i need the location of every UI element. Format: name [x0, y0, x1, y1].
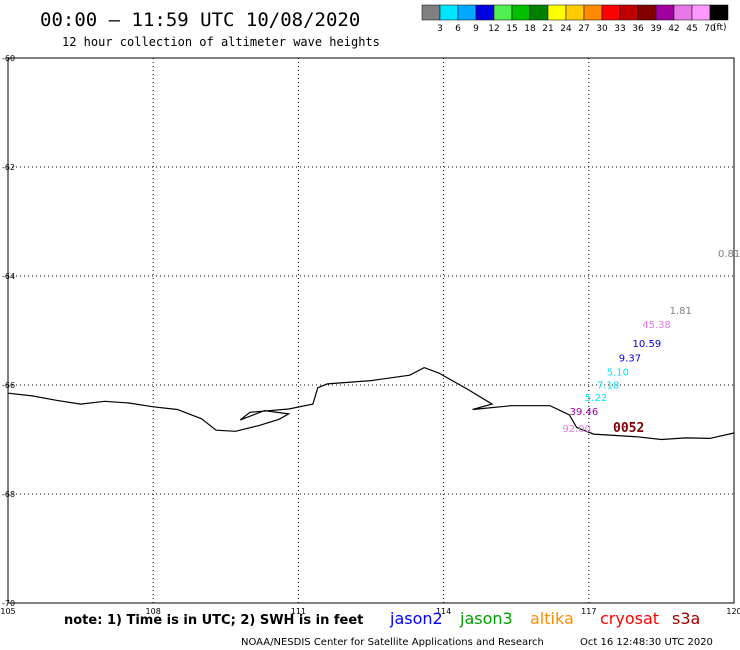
x-tick-label: 120 — [726, 607, 740, 616]
legend-item-jason3: jason3 — [459, 609, 513, 628]
colorbar-swatch — [565, 4, 585, 21]
colorbar: 3 6 9 12 15 18 21 24 27 30 33 36 39 42 45 70 — [421, 4, 729, 34]
swh-value-label: 5.10 — [607, 368, 629, 379]
colorbar-swatch — [511, 4, 531, 21]
track-label: 0052 — [613, 421, 644, 436]
colorbar-swatch — [583, 4, 603, 21]
gridlines — [8, 58, 734, 603]
y-tick-label: -64 — [2, 272, 15, 281]
colorbar-label: 18 — [524, 24, 536, 34]
colorbar-swatch — [601, 4, 621, 21]
colorbar-swatch — [421, 4, 441, 21]
colorbar-swatch — [709, 4, 729, 21]
chart-title: 00:00 – 11:59 UTC 10/08/2020 — [40, 9, 360, 31]
colorbar-swatch — [439, 4, 459, 21]
x-tick-label: 105 — [0, 607, 15, 616]
x-tick-labels: 105 108 111 114 117 120 — [0, 607, 740, 616]
colorbar-swatch — [673, 4, 693, 21]
y-tick-label: -66 — [2, 381, 15, 390]
colorbar-label: 30 — [596, 24, 608, 34]
legend-item-altika: altika — [530, 609, 574, 628]
colorbar-label: 9 — [473, 24, 479, 34]
colorbar-label: 39 — [650, 24, 662, 34]
colorbar-swatch — [547, 4, 567, 21]
colorbar-swatch — [655, 4, 675, 21]
chart-subtitle: 12 hour collection of altimeter wave hei… — [62, 35, 380, 49]
plot-frame — [7, 57, 735, 604]
x-tick-label: 108 — [146, 607, 161, 616]
y-tick-label: -70 — [2, 599, 15, 608]
legend-item-s3a: s3a — [672, 609, 700, 628]
colorbar-label: 33 — [614, 24, 625, 34]
coastline — [7, 366, 735, 441]
colorbar-label: 21 — [542, 24, 553, 34]
colorbar-swatch — [637, 4, 657, 21]
colorbar-swatch — [619, 4, 639, 21]
legend-item-cryosat: cryosat — [600, 609, 659, 628]
colorbar-swatch — [457, 4, 477, 21]
swh-value-label: 39.46 — [570, 407, 599, 418]
footer-credit: NOAA/NESDIS Center for Satellite Applica… — [241, 637, 544, 648]
colorbar-label: 6 — [455, 24, 461, 34]
legend-item-jason2: jason2 — [389, 609, 443, 628]
y-tick-labels: -60 -62 -64 -66 -68 -70 — [2, 54, 15, 608]
colorbar-swatch — [493, 4, 513, 21]
colorbar-label: 36 — [632, 24, 644, 34]
colorbar-label: 45 — [686, 24, 697, 34]
colorbar-label: 12 — [488, 24, 499, 34]
colorbar-unit: (ft) — [713, 23, 727, 33]
x-tick-label: 111 — [291, 607, 306, 616]
colorbar-label: 27 — [578, 24, 589, 34]
y-tick-label: -62 — [2, 163, 15, 172]
swh-value-label: 10.59 — [633, 339, 662, 350]
colorbar-label: 3 — [437, 24, 443, 34]
swh-value-label: 1.81 — [670, 306, 692, 317]
data-points: 0.81 1.81 45.38 10.59 9.37 5.107.18 5.22 39.46 9… — [562, 249, 740, 435]
colorbar-label: 70 — [704, 24, 716, 34]
y-tick-label: -60 — [2, 54, 15, 63]
y-tick-label: -68 — [2, 490, 15, 499]
colorbar-label: 15 — [506, 24, 517, 34]
swh-value-label: 45.38 — [642, 320, 671, 331]
footer-timestamp: Oct 16 12:48:30 UTC 2020 — [580, 637, 713, 648]
x-tick-label: 114 — [436, 607, 451, 616]
colorbar-swatch — [691, 4, 711, 21]
satellite-legend: jason2 jason3 altika cryosat s3a — [389, 609, 700, 628]
colorbar-label: 42 — [668, 24, 679, 34]
colorbar-label: 24 — [560, 24, 572, 34]
swh-value-label: 7.18 — [597, 380, 619, 391]
swh-value-label: 0.81 — [718, 249, 740, 260]
swh-value-label: 5.22 — [585, 393, 607, 404]
x-tick-label: 117 — [581, 607, 596, 616]
footer-note: note: 1) Time is in UTC; 2) SWH is in fe… — [64, 613, 363, 628]
colorbar-swatch — [529, 4, 549, 21]
swh-value-label: 9.37 — [619, 354, 641, 365]
swh-value-label: 92.00 — [562, 424, 591, 435]
colorbar-swatch — [475, 4, 495, 21]
